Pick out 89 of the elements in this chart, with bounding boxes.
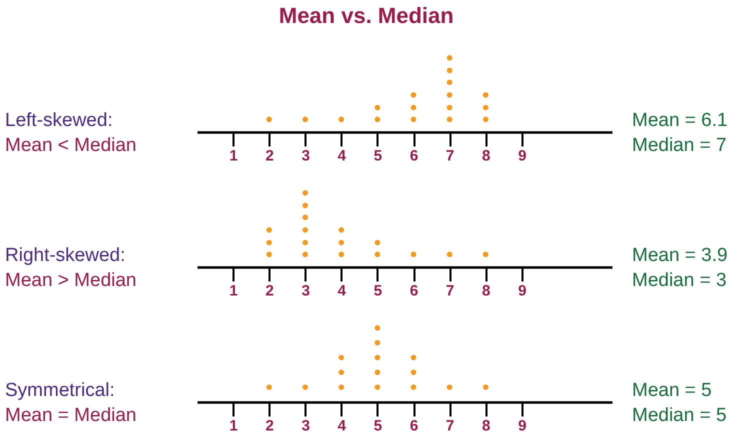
x-tick-label: 7 — [446, 148, 454, 164]
point — [446, 80, 452, 86]
point — [410, 384, 416, 390]
point — [302, 214, 308, 220]
chart-title: Mean vs. Median — [278, 3, 454, 28]
point — [302, 252, 308, 258]
x-tick-label: 8 — [482, 418, 490, 434]
x-tick-label: 9 — [518, 418, 526, 434]
x-tick-label: 1 — [229, 148, 238, 164]
point — [374, 240, 380, 246]
point — [266, 384, 272, 390]
text: Symmetrical: — [5, 380, 115, 401]
x-tick-label: 9 — [518, 148, 526, 164]
x-tick-label: 9 — [518, 282, 526, 300]
point — [338, 384, 344, 390]
point — [374, 370, 380, 376]
x-tick-label: 4 — [338, 282, 347, 300]
point — [482, 92, 488, 98]
point — [446, 55, 452, 61]
point — [446, 92, 452, 98]
point — [482, 252, 488, 258]
point — [374, 252, 380, 258]
text: Mean = 5 — [632, 380, 712, 401]
x-tick-label: 2 — [266, 148, 274, 164]
point — [446, 104, 452, 110]
x-tick-label: 3 — [302, 282, 310, 300]
x-tick-label: 6 — [410, 282, 418, 300]
point — [338, 370, 344, 376]
x-tick-label: 7 — [446, 282, 454, 300]
point — [374, 340, 380, 346]
text: Mean > Median — [5, 270, 136, 291]
point — [446, 384, 452, 390]
point — [302, 190, 308, 196]
x-tick-label: 4 — [338, 148, 347, 164]
point — [446, 252, 452, 258]
x-tick-label: 1 — [229, 282, 238, 300]
point — [410, 104, 416, 110]
x-tick-label: 5 — [374, 148, 382, 164]
x-tick-label: 5 — [374, 418, 382, 434]
point — [374, 104, 380, 110]
point — [266, 227, 272, 233]
point — [482, 104, 488, 110]
point — [266, 240, 272, 246]
point — [410, 116, 416, 122]
point — [410, 252, 416, 258]
text: Mean = Median — [5, 405, 136, 426]
x-tick-label: 5 — [374, 282, 382, 300]
point — [302, 227, 308, 233]
point — [338, 227, 344, 233]
x-tick-label: 4 — [338, 418, 347, 434]
point — [410, 354, 416, 360]
x-tick-label: 6 — [410, 418, 418, 434]
point — [302, 384, 308, 390]
point — [266, 252, 272, 258]
point — [374, 354, 380, 360]
x-tick-label: 3 — [302, 418, 310, 434]
x-tick-label: 7 — [446, 418, 454, 434]
point — [302, 116, 308, 122]
point — [374, 384, 380, 390]
x-tick-label: 1 — [229, 418, 238, 434]
text: Left-skewed: — [5, 110, 113, 131]
point — [374, 325, 380, 331]
point — [338, 116, 344, 122]
text: Right-skewed: — [5, 245, 126, 266]
point — [338, 252, 344, 258]
x-tick-label: 2 — [266, 418, 274, 434]
x-tick-label: 3 — [302, 148, 310, 164]
text: Mean = 3.9 — [632, 245, 728, 266]
point — [446, 68, 452, 74]
x-tick-label: 6 — [410, 148, 418, 164]
x-tick-label: 2 — [266, 282, 274, 300]
text: Mean < Median — [5, 135, 136, 156]
point — [302, 202, 308, 208]
text: Median = 5 — [632, 405, 727, 426]
point — [410, 92, 416, 98]
point — [374, 116, 380, 122]
text: Median = 3 — [632, 270, 727, 291]
text: Mean = 6.1 — [632, 110, 728, 131]
point — [482, 116, 488, 122]
point — [338, 240, 344, 246]
point — [302, 240, 308, 246]
x-tick-label: 8 — [482, 148, 490, 164]
point — [410, 370, 416, 376]
x-tick-label: 8 — [482, 282, 490, 300]
text: Median = 7 — [632, 135, 727, 156]
point — [338, 354, 344, 360]
point — [446, 116, 452, 122]
point — [482, 384, 488, 390]
point — [266, 116, 272, 122]
